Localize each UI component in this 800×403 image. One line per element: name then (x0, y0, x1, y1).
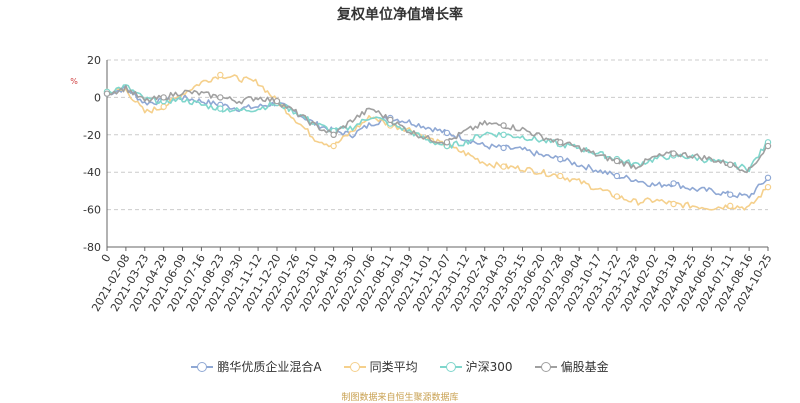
series-point-0 (500, 144, 507, 152)
series-point-3 (557, 139, 564, 146)
series-point-1 (330, 142, 337, 150)
series-point-2 (500, 131, 507, 138)
series-point-1 (557, 172, 564, 180)
series-point-3 (613, 157, 621, 165)
legend-marker-icon (439, 361, 462, 373)
legend-item-2[interactable]: 沪深300 (439, 358, 513, 375)
series-point-1 (217, 71, 224, 79)
legend-label: 鹏华优质企业混合A (217, 360, 322, 374)
chart-title: 复权单位净值增长率 (337, 7, 463, 23)
series-point-3 (217, 94, 224, 101)
series-point-0 (670, 180, 677, 187)
series-point-1 (670, 200, 677, 208)
series-point-0 (727, 191, 734, 198)
x-tick-labels: 02021-02-082021-03-232021-04-292021-06-0… (89, 247, 775, 314)
x-tick-label: 0 (99, 252, 114, 265)
y-tick-label: -60 (83, 204, 101, 217)
legend-marker-icon (191, 361, 214, 373)
legend: 鹏华优质企业混合A 同类平均 沪深300 偏股基金 (0, 358, 800, 375)
legend-label: 沪深300 (465, 360, 513, 374)
legend-item-3[interactable]: 偏股基金 (534, 358, 609, 375)
y-tick-label: -20 (83, 129, 101, 142)
series-point-2 (217, 105, 224, 112)
series-point-3 (103, 90, 111, 97)
series-point-3 (500, 122, 507, 129)
series-point-3 (160, 94, 167, 101)
series-point-1 (613, 193, 621, 200)
series-point-0 (764, 174, 772, 182)
series-point-3 (727, 161, 734, 168)
series-point-1 (727, 202, 734, 210)
series-point-1 (764, 183, 772, 191)
series-line-1 (106, 73, 769, 211)
legend-label: 同类平均 (369, 360, 418, 374)
legend-item-0[interactable]: 鹏华优质企业混合A (191, 358, 322, 375)
series-point-0 (613, 172, 621, 180)
series-point-3 (273, 97, 281, 105)
series-point-1 (160, 103, 167, 110)
y-tick-label: 20 (87, 54, 101, 67)
series-point-3 (330, 131, 337, 138)
series-point-0 (443, 129, 451, 137)
series-point-1 (500, 163, 507, 170)
source-note: 制图数据来自恒生聚源数据库 (341, 393, 459, 403)
series-layer (103, 71, 772, 211)
series-point-3 (443, 139, 451, 146)
series-point-3 (387, 116, 394, 124)
y-axis-unit-label: % (70, 77, 78, 86)
y-tick-label: 0 (94, 91, 101, 104)
y-tick-label: -40 (83, 166, 101, 179)
legend-label: 偏股基金 (560, 360, 609, 374)
y-tick-label: -80 (83, 241, 101, 254)
series-point-3 (670, 150, 677, 157)
legend-marker-icon (343, 361, 366, 373)
legend-marker-icon (534, 361, 557, 373)
series-point-3 (764, 142, 772, 150)
series-point-0 (557, 155, 564, 163)
legend-item-1[interactable]: 同类平均 (343, 358, 418, 375)
